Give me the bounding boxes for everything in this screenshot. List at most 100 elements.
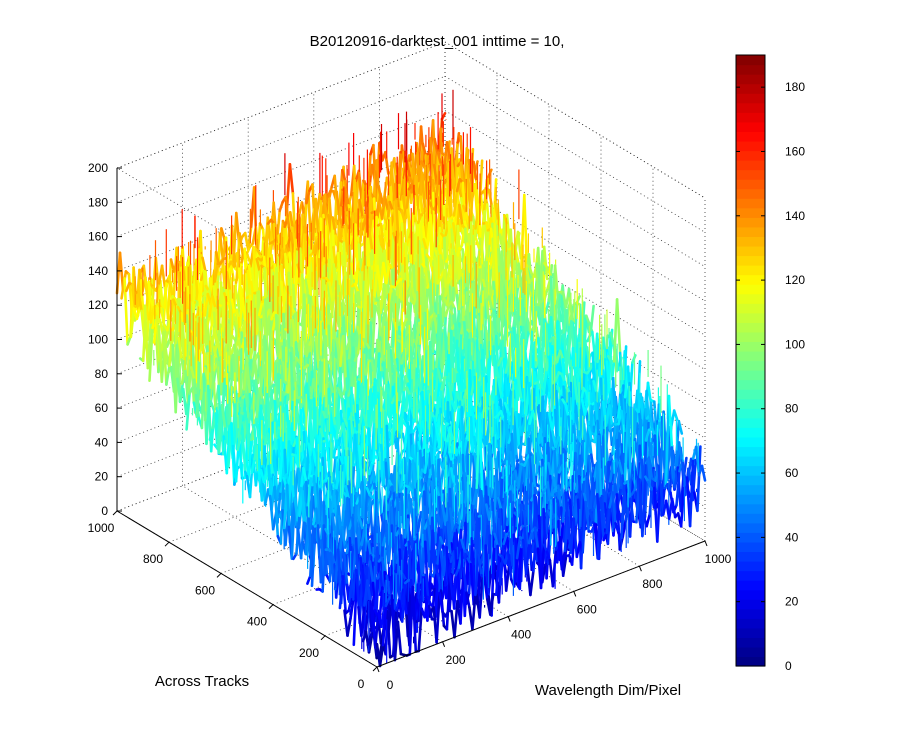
grid-line (444, 144, 706, 302)
surface-segment (452, 189, 459, 217)
grid-frame-line (116, 167, 378, 325)
surface-segment (404, 242, 410, 294)
surface-segment (367, 228, 374, 252)
grid-line (444, 247, 706, 405)
surface-segment (385, 263, 391, 285)
grid-line (182, 485, 443, 643)
surface-segment (306, 279, 313, 299)
surface-segment (184, 342, 190, 366)
surface-segment (307, 315, 314, 337)
grid-line (116, 75, 446, 203)
surface-segment (209, 400, 216, 412)
grid-line (116, 316, 446, 443)
surface-segment (394, 199, 401, 249)
surface-segment (457, 203, 464, 227)
surface-segment (214, 306, 220, 337)
surface-segment (453, 272, 459, 297)
grid-frame-line (444, 41, 706, 199)
surface-segment (336, 204, 343, 226)
surface-segment (357, 169, 364, 202)
surface-segment (213, 262, 219, 283)
grid-line (116, 247, 446, 375)
surface-segment (388, 300, 395, 331)
surface-segment (456, 224, 463, 284)
surface-segment (326, 213, 333, 235)
surface-segment (505, 247, 511, 271)
surface-segment (305, 189, 311, 205)
surface-segment (258, 319, 264, 366)
grid-line (444, 41, 706, 199)
surface-segment (388, 200, 395, 212)
grid-line (444, 213, 706, 370)
surface-segment (383, 195, 390, 213)
surface-segment (166, 258, 173, 320)
surface-segment (123, 277, 129, 346)
surface-segment (420, 171, 427, 215)
surface-segment (245, 253, 252, 265)
surface-segment (201, 256, 207, 273)
surface-segment (401, 318, 408, 331)
surface-segment (370, 302, 377, 361)
surface-segment (190, 366, 196, 381)
surface-segment (405, 235, 411, 247)
grid-line (444, 281, 706, 439)
surface-segment (135, 268, 141, 310)
surface-segment (384, 303, 390, 315)
surface-segment (455, 256, 462, 283)
surface-segment (162, 279, 168, 323)
grid-line (444, 178, 706, 336)
surface-segment (146, 321, 153, 370)
surface-segment (343, 225, 350, 258)
surface-segment (358, 198, 364, 219)
surface-segment (436, 151, 443, 166)
grid-line (116, 110, 446, 237)
surface-segment (281, 286, 288, 318)
surface-segment (211, 295, 217, 310)
surface-segment (216, 339, 223, 359)
surface-segment (291, 318, 297, 347)
surface-segment (251, 357, 257, 378)
surface-segment (427, 199, 434, 210)
surface-segment (448, 263, 455, 283)
surface-segment (165, 364, 171, 386)
surface-segment (148, 326, 154, 383)
surface-segment (238, 232, 244, 256)
surface-segment (168, 281, 174, 298)
surface-segment (174, 336, 180, 414)
surface-segment (461, 204, 468, 215)
surface-segment (176, 377, 182, 403)
surface-segment (266, 365, 273, 389)
surface-segment (162, 330, 168, 386)
surface-segment (343, 210, 349, 237)
surface-segment (516, 230, 523, 260)
surface-segment (255, 257, 262, 274)
surface-segment (241, 296, 247, 324)
surface-segment (159, 306, 166, 327)
surface-segment (353, 282, 360, 294)
surface-segment (288, 163, 295, 195)
surface-segment (417, 160, 423, 183)
surface-segment (493, 200, 500, 222)
surface-segment (125, 281, 131, 293)
surface-segment (135, 306, 142, 321)
surface-segment (412, 214, 418, 225)
surface-segment (166, 317, 172, 332)
surface-segment (422, 238, 428, 252)
surface-segment (130, 283, 137, 311)
surface-segment (234, 337, 240, 350)
surface-segment (177, 336, 183, 361)
surface-segment (129, 307, 136, 339)
surface-segment (225, 270, 232, 293)
surface-segment (305, 343, 311, 358)
surface-segment (331, 287, 337, 302)
surface-segment (262, 365, 268, 390)
surface-segment (406, 228, 413, 266)
surface-segment (194, 393, 201, 420)
grid-frame-line (116, 41, 446, 169)
surface-segment (416, 213, 423, 225)
surface-segment (444, 304, 451, 318)
surface-segment (302, 215, 309, 237)
surface-segment (331, 216, 338, 237)
